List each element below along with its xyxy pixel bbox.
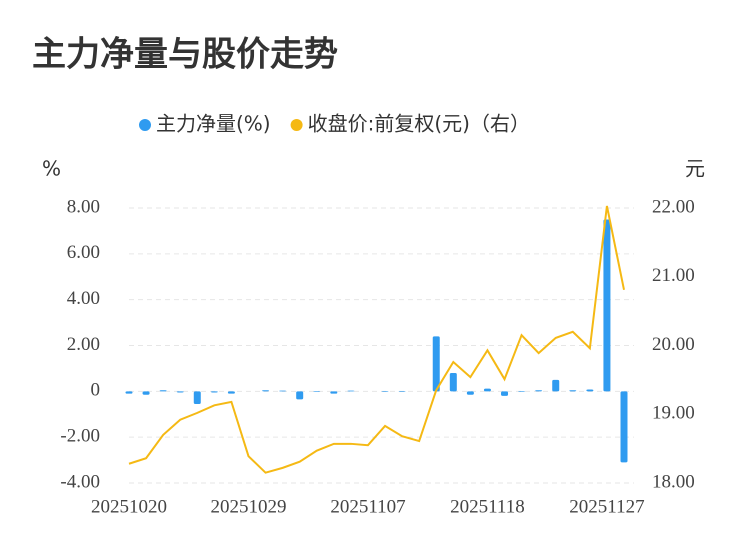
y-tick-label: -4.00 (60, 471, 100, 492)
bar (330, 391, 338, 394)
x-tick-label: 20251029 (210, 496, 286, 517)
y-tick-label: 4.00 (67, 288, 100, 309)
legend-marker (290, 119, 303, 131)
bar (142, 391, 150, 395)
bar (347, 390, 355, 392)
y2-tick-label: 20.00 (652, 334, 695, 355)
y-tick-label: 6.00 (67, 242, 100, 263)
x-tick-label: 20251020 (91, 496, 167, 517)
bar (193, 391, 201, 404)
bar (176, 391, 184, 393)
bar (296, 391, 304, 400)
bar (449, 373, 457, 392)
bar (313, 391, 321, 393)
y-axis-label: % (42, 157, 61, 181)
legend-label: 主力净量(%) (156, 112, 271, 136)
y2-tick-label: 22.00 (652, 196, 695, 217)
chart-title: 主力净量与股价走势 (32, 35, 338, 75)
y-tick-label: -2.00 (60, 426, 100, 447)
bar (279, 390, 287, 392)
bar (535, 390, 543, 392)
bar (603, 219, 611, 392)
y2-tick-label: 19.00 (652, 403, 695, 424)
bar (569, 390, 577, 392)
y2-axis-label: 元 (685, 157, 705, 181)
bar (620, 391, 628, 463)
bar (227, 391, 235, 394)
bar (466, 391, 474, 395)
bar (210, 391, 218, 393)
bar (125, 391, 133, 394)
y2-tick-label: 18.00 (652, 471, 695, 492)
bar (586, 389, 594, 392)
bar (518, 391, 526, 393)
bar (381, 391, 389, 393)
bar (262, 390, 270, 392)
x-tick-label: 20251118 (450, 496, 525, 517)
bar (501, 391, 509, 396)
bar (159, 390, 167, 392)
y-tick-label: 2.00 (67, 334, 100, 355)
bar (432, 336, 440, 392)
legend-label: 收盘价:前复权(元)（右） (308, 112, 530, 136)
bar (552, 379, 560, 392)
y-tick-label: 0 (91, 380, 101, 401)
legend-marker (139, 119, 151, 131)
bar (398, 391, 406, 393)
y-tick-label: 8.00 (67, 196, 100, 217)
x-tick-label: 20251107 (330, 496, 405, 517)
y2-tick-label: 21.00 (652, 265, 695, 286)
x-tick-label: 20251127 (569, 496, 644, 517)
price-line (128, 205, 625, 474)
bar (483, 388, 491, 392)
